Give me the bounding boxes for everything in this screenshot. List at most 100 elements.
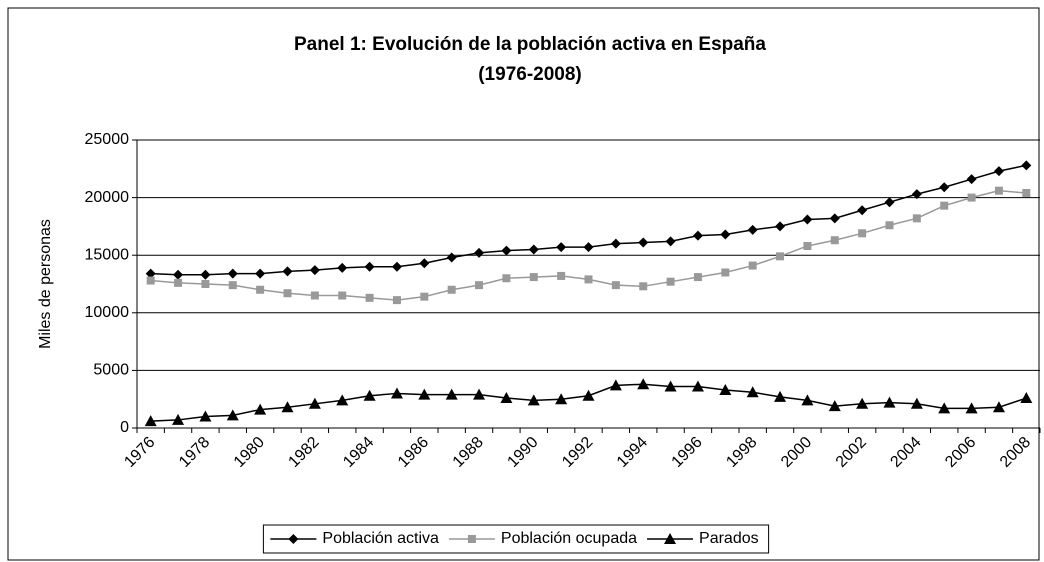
data-point [502,274,511,283]
data-point [146,276,155,285]
data-point [475,281,484,290]
data-point [746,386,759,398]
data-point [199,410,212,422]
data-point [501,245,512,256]
data-point [418,388,431,400]
data-point [527,394,540,406]
data-point [420,292,429,301]
data-point [720,229,731,240]
data-point [801,394,814,406]
data-point [692,230,703,241]
data-point [910,397,923,409]
data-point [254,403,267,415]
data-point [228,281,237,290]
data-point [256,285,265,294]
legend-marker [664,533,677,544]
data-point [474,247,485,258]
data-point [719,383,732,395]
data-point [392,296,401,305]
data-point [473,388,486,400]
data-point [310,291,319,300]
data-point [693,273,702,282]
data-point [1022,188,1031,197]
data-point [583,242,594,253]
data-point [858,229,867,238]
data-point [363,389,376,401]
data-point [774,390,787,402]
y-tick-label: 20000 [85,189,130,206]
legend-label: Población ocupada [501,530,637,547]
data-point [390,387,403,399]
data-point [747,224,758,235]
data-point [912,214,921,223]
data-point [721,268,730,277]
data-point [556,242,567,253]
y-tick-label: 15000 [85,246,130,263]
data-point [255,268,266,279]
data-point [911,189,922,200]
data-point [308,397,321,409]
data-point [500,392,513,404]
legend: Población activa Población ocupada Parados [262,524,770,554]
data-point [338,291,347,300]
data-point [227,268,238,279]
data-point [174,278,183,287]
data-point [337,262,348,273]
data-point [639,282,648,291]
data-point [336,394,349,406]
data-point [776,252,785,261]
y-tick-label: 0 [120,419,129,436]
data-point [173,269,184,280]
legend-marker [288,534,299,544]
data-point [993,166,1004,177]
data-point [939,182,950,193]
data-point [883,396,896,408]
data-point [637,378,650,390]
data-point [281,401,294,413]
data-point [529,273,538,282]
data-point [226,409,239,421]
data-point [830,236,839,245]
data-point [582,389,595,401]
y-tick-label: 25000 [85,131,130,148]
data-point [145,268,156,279]
data-point [748,261,757,270]
data-point [419,258,430,269]
data-point [283,289,292,298]
data-point [994,186,1003,195]
data-point [665,236,676,247]
data-point [282,266,293,277]
data-point [555,393,568,405]
legend-label: Parados [699,530,759,547]
chart-border [7,7,1040,561]
data-point [938,402,951,414]
data-point [664,380,677,392]
y-tick-label: 5000 [93,362,129,379]
data-point [611,281,620,290]
data-point [609,379,622,391]
y-tick-label: 10000 [85,304,130,321]
data-point [365,293,374,302]
data-point [447,285,456,294]
data-point [446,252,457,263]
legend-marker [467,535,476,543]
data-point [803,241,812,250]
data-point [200,269,211,280]
data-point [691,380,704,392]
data-point [992,401,1005,413]
chart-subtitle: (1976-2008) [478,64,582,85]
data-point [857,205,868,216]
data-point [445,388,458,400]
data-point [364,261,375,272]
data-point [966,174,977,185]
data-point [638,237,649,248]
data-point [775,221,786,232]
data-point [172,413,185,425]
data-point [965,402,978,414]
data-point [144,415,157,427]
chart-title: Panel 1: Evolución de la población activ… [294,34,766,55]
data-point [856,397,869,409]
data-point [940,201,949,210]
data-point [309,265,320,276]
